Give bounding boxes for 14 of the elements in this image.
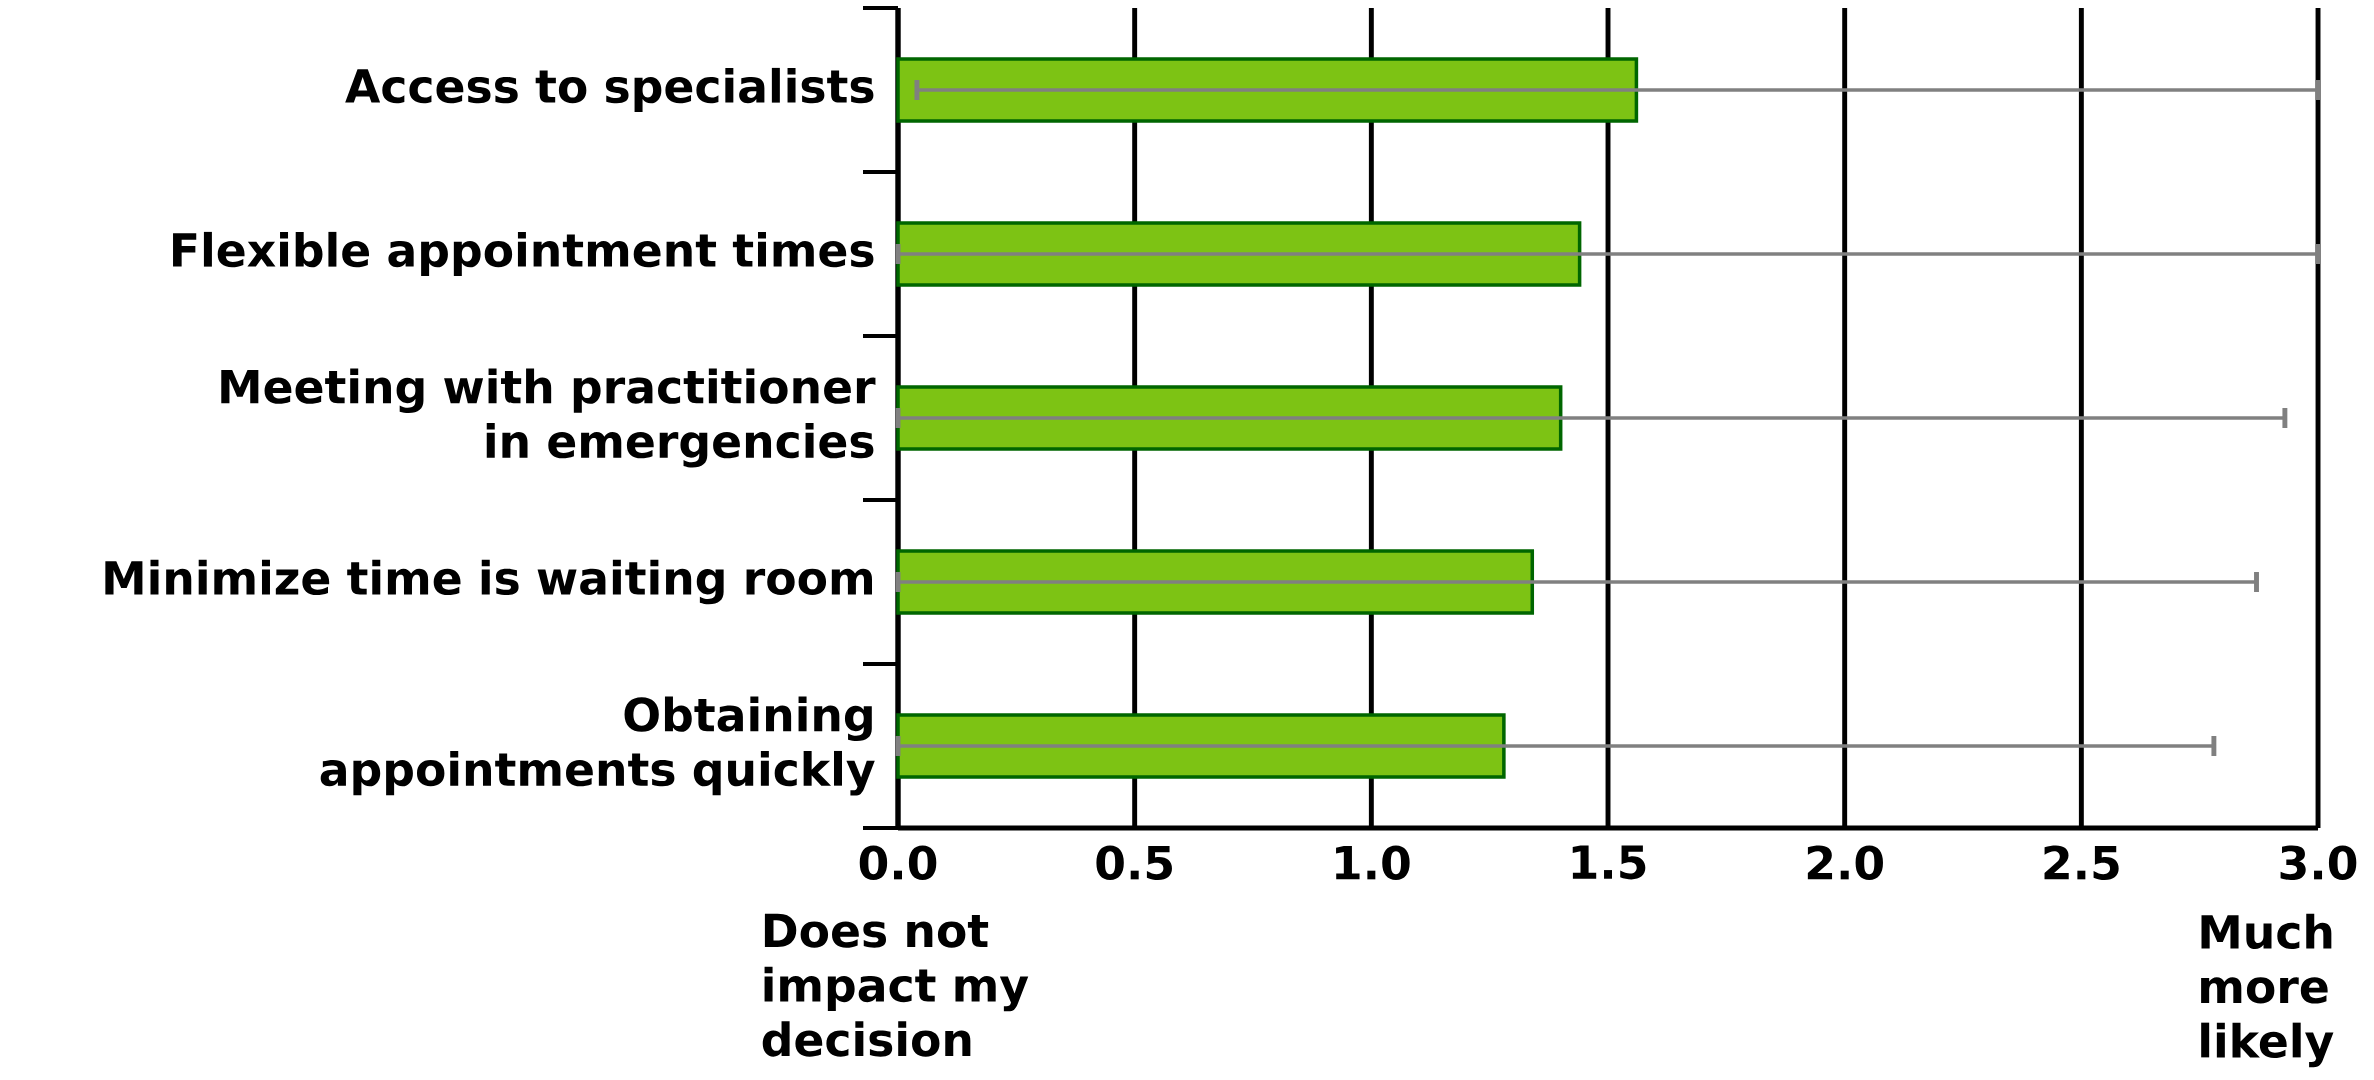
y-tick-label: Access to specialists [345,67,874,113]
x-tick-label: 0.0 [859,845,937,880]
x-tick-label: 2.0 [1807,845,1883,880]
y-tick-label: Obtaining appointments quickly [320,696,875,796]
text: Much more likely [2201,913,2334,1068]
x-tick-label: 1.5 [1572,845,1646,880]
y-tick-label: Flexible appointment times [173,231,874,277]
x-tick-label: 1.0 [1336,845,1410,880]
x-tick-label: 3.0 [2280,845,2357,880]
y-tick-label: Meeting with practitioner in emergencies [221,368,876,468]
text: Does not impact my decision [762,913,1029,1057]
y-tick-label: Minimize time is waiting room [105,559,872,605]
x-tick-label: 0.5 [1096,845,1172,880]
x-tick-label: 2.5 [2044,845,2119,880]
